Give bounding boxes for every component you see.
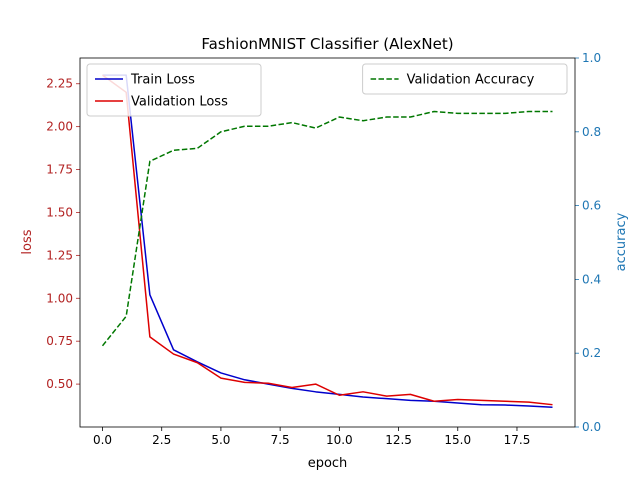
y-left-tick-label: 0.50 — [46, 377, 73, 391]
series-line-validation-loss — [102, 74, 553, 406]
legend-upper-right: Validation Accuracy — [362, 63, 568, 95]
legend-label: Validation Loss — [131, 95, 228, 110]
x-tick-label: 0.0 — [93, 433, 112, 447]
x-tick-label: 17.5 — [504, 433, 531, 447]
y-right-tick-label: 1.0 — [582, 51, 601, 65]
y-left-tick-label: 1.75 — [46, 163, 73, 177]
y-left-tick-label: 1.25 — [46, 248, 73, 262]
plot-area: 0.0 2.5 5.0 7.5 10.0 12.5 15.0 17.50.500.751.00… — [46, 51, 601, 447]
x-tick-label: 5.0 — [211, 433, 230, 447]
x-tick-label: 12.5 — [385, 433, 412, 447]
y-right-tick-label: 0.2 — [582, 346, 601, 360]
y-left-tick-label: 2.25 — [46, 77, 73, 91]
series-line-train-loss — [102, 74, 553, 409]
y-left-tick-label: 1.50 — [46, 205, 73, 219]
y-right-tick-label: 0.0 — [582, 420, 601, 434]
legend-box — [362, 63, 568, 95]
y-left-tick-label: 1.00 — [46, 291, 73, 305]
y-axis-left-label: loss — [20, 229, 35, 254]
legend-label: Validation Accuracy — [407, 73, 535, 88]
legend-upper-left: Train Loss Validation Loss — [86, 63, 262, 117]
y-right-tick-label: 0.4 — [582, 272, 601, 286]
y-right-tick-label: 0.6 — [582, 199, 601, 213]
y-axis-right-label: accuracy — [614, 212, 629, 271]
x-tick-label: 7.5 — [271, 433, 290, 447]
x-tick-label: 15.0 — [444, 433, 471, 447]
x-axis-label: epoch — [308, 456, 348, 471]
legend-label: Train Loss — [130, 73, 195, 88]
y-left-tick-label: 0.75 — [46, 334, 73, 348]
series-line-validation-accuracy — [101, 110, 553, 347]
x-tick-label: 2.5 — [152, 433, 171, 447]
chart-title: FashionMNIST Classifier (AlexNet) — [201, 35, 453, 53]
y-left-tick-label: 2.00 — [46, 120, 73, 134]
y-right-tick-label: 0.8 — [582, 125, 601, 139]
plot-frame — [79, 57, 576, 428]
x-tick-label: 10.0 — [326, 433, 353, 447]
legend-box — [86, 63, 262, 117]
